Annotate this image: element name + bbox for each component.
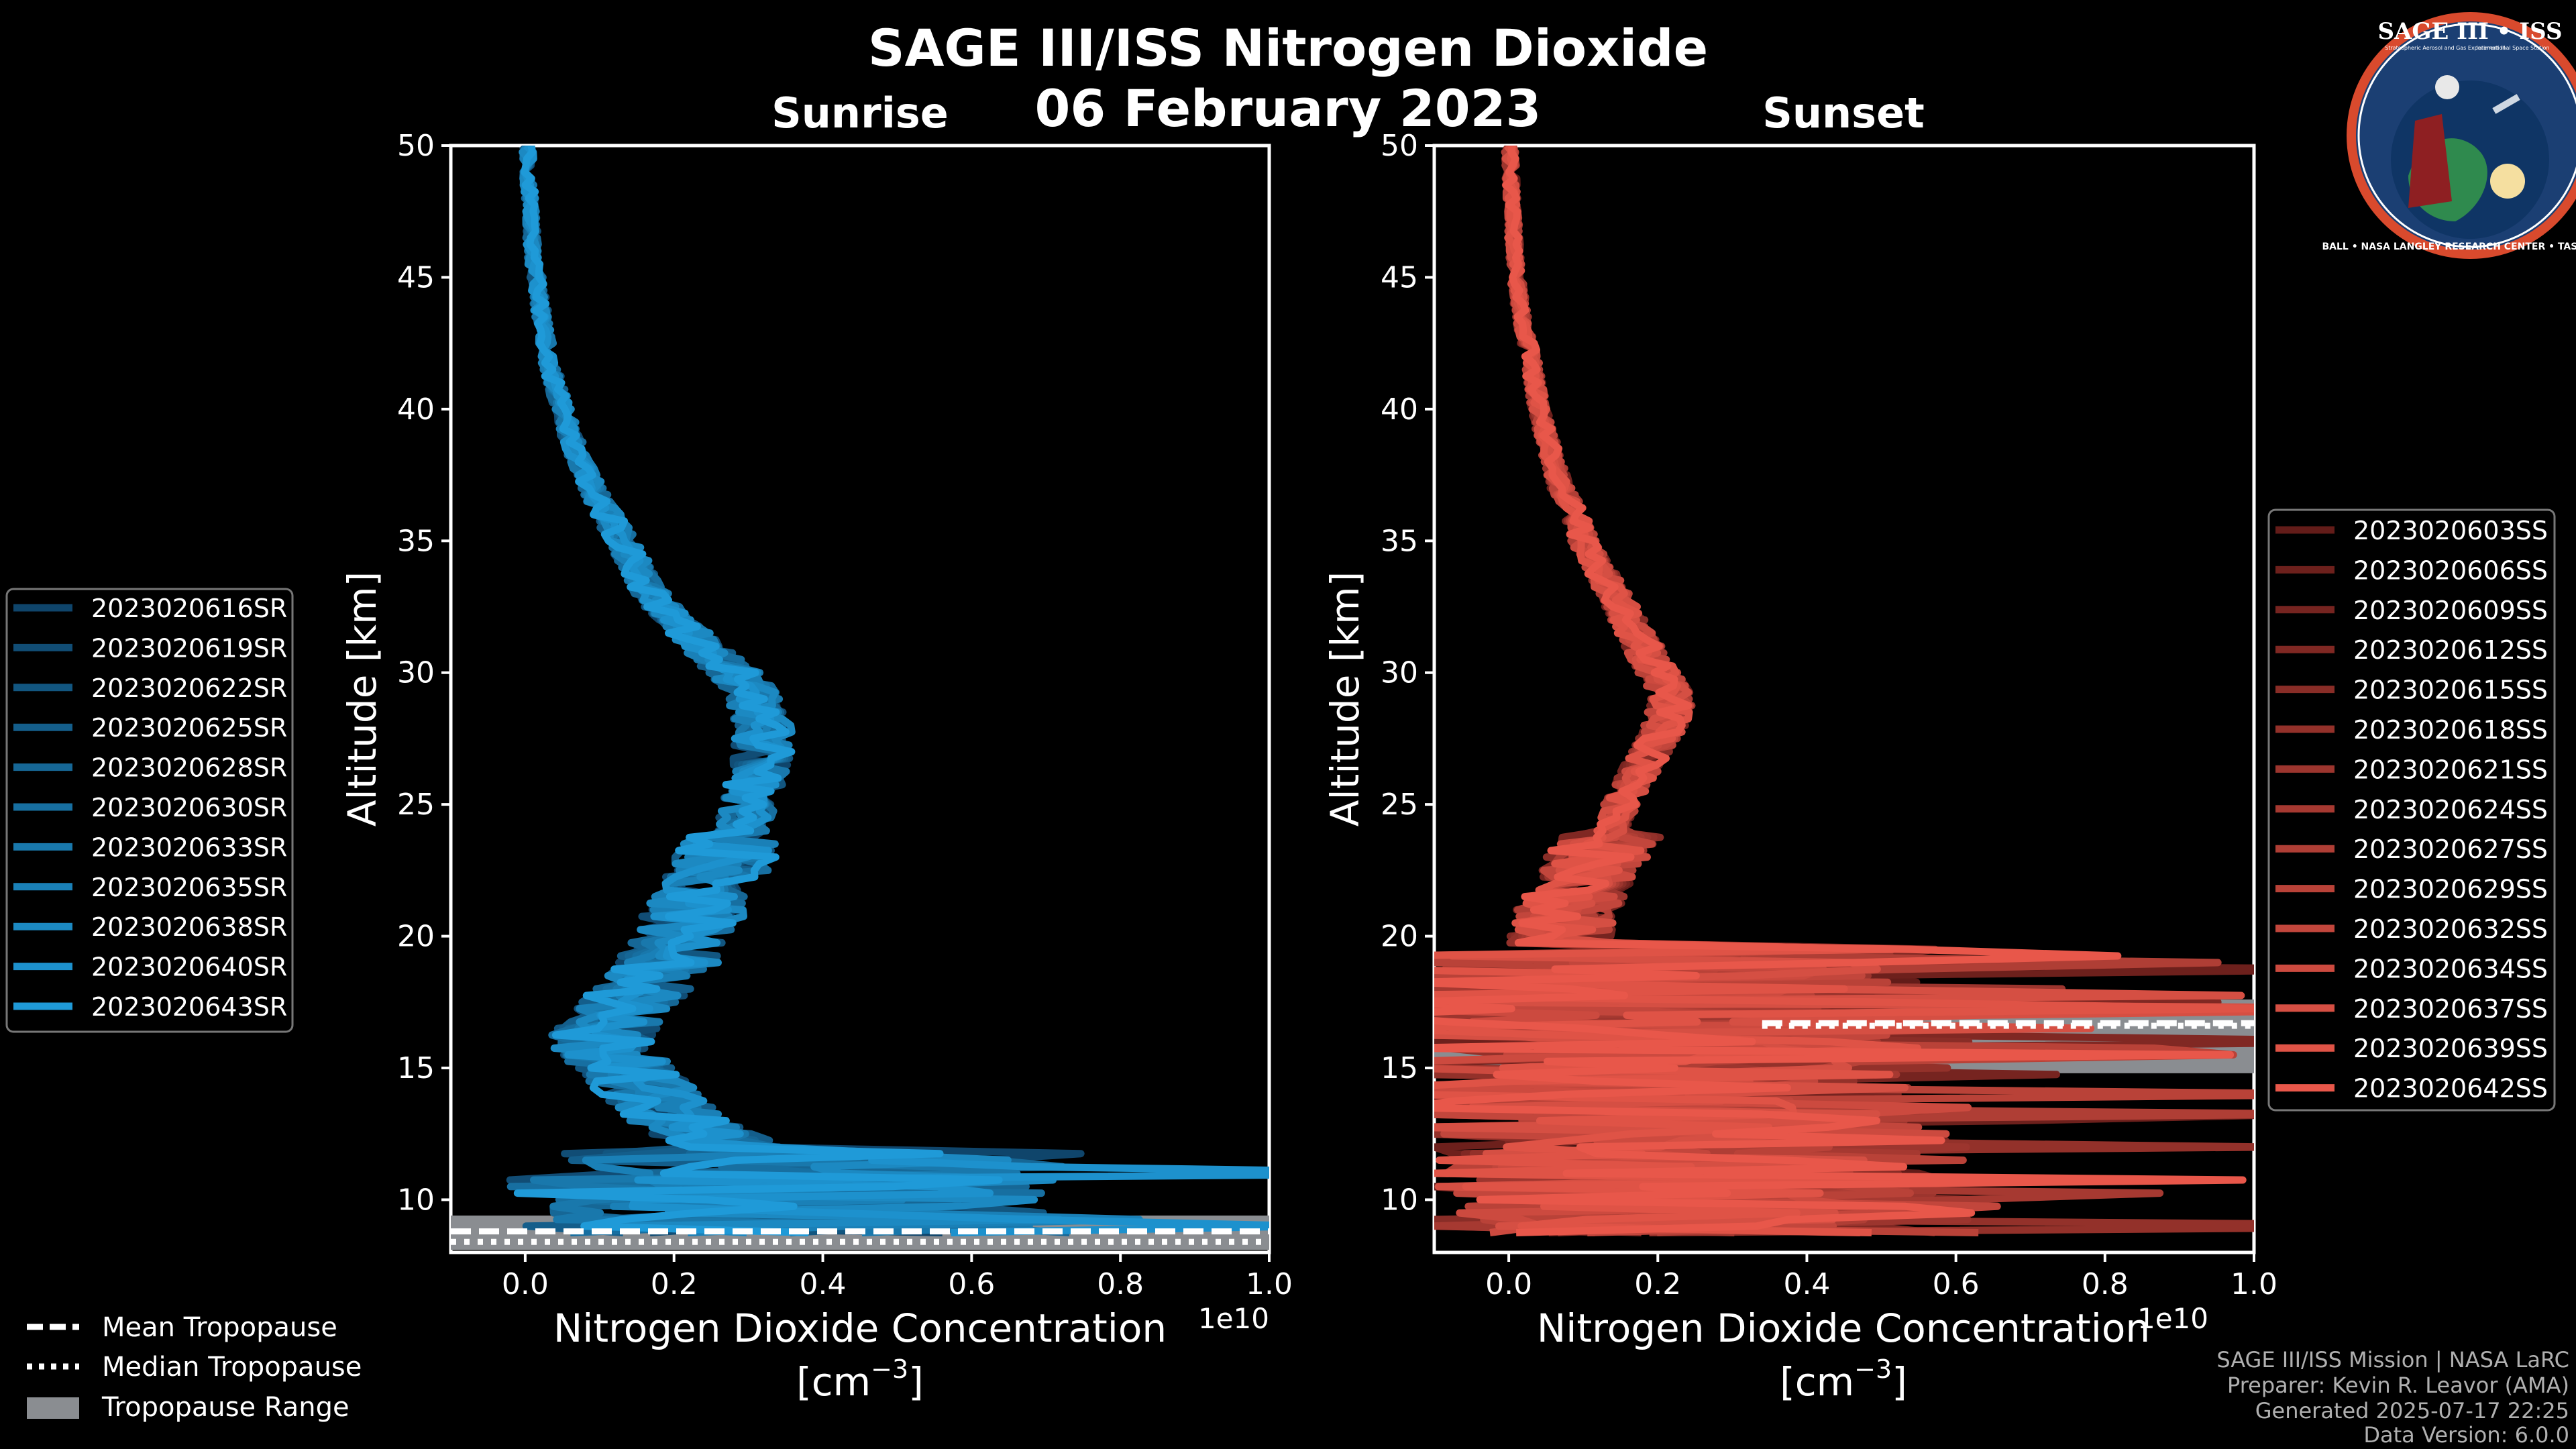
- sunset-xtick-label: 0.4: [1783, 1267, 1830, 1301]
- sunrise-xtick-label: 0.6: [948, 1267, 995, 1301]
- sunset-xlabel: Nitrogen Dioxide Concentration: [1537, 1305, 2150, 1351]
- sunrise-ytick-label: 40: [397, 392, 435, 427]
- sunrise-ytick-label: 50: [397, 129, 435, 163]
- sunset-legend: 2023020603SS 2023020606SS 2023020609SS 2023…: [2267, 508, 2556, 1112]
- sunrise-xtick-label: 1.0: [1246, 1267, 1293, 1301]
- sunset-ytick-label: 45: [1381, 260, 1418, 294]
- sunset-ytick-label: 20: [1381, 920, 1418, 954]
- figure-title: SAGE III/ISS Nitrogen Dioxide: [868, 18, 1708, 78]
- sunrise-ytick-label: 20: [397, 920, 435, 954]
- sunset-legend-label: 2023020612SS: [2353, 635, 2548, 665]
- sunset-legend-label: 2023020606SS: [2353, 555, 2548, 585]
- sunrise-ytick-label: 25: [397, 788, 435, 822]
- sunset-offset-label: 1e10: [2137, 1302, 2208, 1335]
- sunset-xtick-label: 1.0: [2231, 1267, 2277, 1301]
- sunrise-legend-label: 2023020643SR: [91, 992, 287, 1022]
- sunset-ytick-label: 25: [1381, 788, 1418, 822]
- sunrise-ytick-label: 10: [397, 1183, 435, 1217]
- sunset-ylabel: Altitude [km]: [1322, 572, 1368, 826]
- sunrise-profile-2023020643SR: [513, 146, 1003, 1236]
- astronomer-icon: [2408, 114, 2452, 208]
- footer-line-4: Data Version: 6.0.0: [2363, 1422, 2569, 1448]
- sunrise-legend-label: 2023020638SR: [91, 912, 287, 942]
- mission-logo: SAGE III • ISS Stratospheric Aerosol and…: [2322, 12, 2576, 259]
- sunrise-legend-label: 2023020630SR: [91, 793, 287, 822]
- sunrise-legend: 2023020616SR 2023020619SR 2023020622SR 2023…: [5, 588, 294, 1033]
- sunrise-xtick-label: 0.0: [502, 1267, 549, 1301]
- footer: SAGE III/ISS Mission | NASA LaRC Prepare…: [2216, 1347, 2569, 1448]
- tropopause-legend: Mean Tropopause Median Tropopause Tropop…: [27, 1312, 362, 1423]
- sunset-ytick-label: 10: [1381, 1183, 1418, 1217]
- sunrise-legend-label: 2023020619SR: [91, 633, 287, 663]
- sunset-legend-label: 2023020618SS: [2353, 715, 2548, 745]
- sunrise-plot: 0.0 0.2 0.4 0.6 0.8 1.0 10 15 20 25 30 35 40 45 50: [397, 129, 1293, 1301]
- sunset-legend-label: 2023020621SS: [2353, 755, 2548, 784]
- mean-tropopause-label: Mean Tropopause: [102, 1312, 337, 1343]
- sunrise-ylabel: Altitude [km]: [339, 572, 385, 826]
- sunrise-ytick-label: 15: [397, 1051, 435, 1085]
- sun-icon: [2490, 164, 2525, 199]
- sunset-plot: 0.0 0.2 0.4 0.6 0.8 1.0 10 15 20 25 30 35 40 45 50: [1381, 129, 2277, 1301]
- tropopause-range-swatch: [27, 1397, 79, 1419]
- sunrise-legend-label: 2023020635SR: [91, 873, 287, 902]
- sunset-legend-label: 2023020639SS: [2353, 1034, 2548, 1063]
- sunrise-plot-area: [449, 144, 1271, 1254]
- sunset-legend-label: 2023020642SS: [2353, 1074, 2548, 1104]
- sunrise-ytick-label: 35: [397, 524, 435, 558]
- sunrise-xtick-label: 0.2: [651, 1267, 698, 1301]
- sunset-xtick-label: 0.6: [1933, 1267, 1980, 1301]
- sunrise-xunit: [cm−3]: [796, 1354, 924, 1405]
- sunrise-ytick-label: 45: [397, 260, 435, 294]
- sunrise-xtick-label: 0.4: [800, 1267, 847, 1301]
- sunrise-panel-title: Sunrise: [771, 89, 949, 138]
- footer-line-1: SAGE III/ISS Mission | NASA LaRC: [2216, 1347, 2569, 1373]
- sunset-xtick-label: 0.8: [2082, 1267, 2129, 1301]
- logo-title: SAGE III • ISS: [2377, 18, 2562, 45]
- sunrise-ytick-label: 30: [397, 656, 435, 690]
- sunset-xunit: [cm−3]: [1780, 1354, 1907, 1405]
- sunset-legend-label: 2023020603SS: [2353, 516, 2548, 545]
- logo-ring-text: BALL • NASA LANGLEY RESEARCH CENTER • TA…: [2322, 241, 2576, 252]
- sunrise-legend-label: 2023020622SR: [91, 674, 287, 703]
- sunrise-legend-label: 2023020640SR: [91, 953, 287, 982]
- sunrise-legend-label: 2023020633SR: [91, 833, 287, 862]
- median-tropopause-label: Median Tropopause: [102, 1352, 362, 1383]
- sunset-legend-label: 2023020629SS: [2353, 875, 2548, 904]
- sunset-ytick-label: 50: [1381, 129, 1418, 163]
- iss-icon: [2492, 94, 2520, 114]
- sunset-legend-label: 2023020632SS: [2353, 914, 2548, 944]
- tropopause-range-label: Tropopause Range: [101, 1392, 350, 1423]
- sunset-legend-label: 2023020627SS: [2353, 835, 2548, 864]
- sunset-legend-label: 2023020615SS: [2353, 676, 2548, 705]
- sunrise-xtick-label: 0.8: [1097, 1267, 1144, 1301]
- sunset-ytick-label: 15: [1381, 1051, 1418, 1085]
- sunrise-legend-label: 2023020625SR: [91, 713, 287, 743]
- logo-subtitle-left: Stratospheric Aerosol and Gas Experiment…: [2385, 45, 2505, 51]
- sunset-xtick-label: 0.2: [1634, 1267, 1681, 1301]
- sunset-ytick-label: 40: [1381, 392, 1418, 427]
- sunset-legend-label: 2023020609SS: [2353, 596, 2548, 625]
- sunset-legend-label: 2023020634SS: [2353, 954, 2548, 983]
- sunset-ytick-label: 30: [1381, 656, 1418, 690]
- sunset-legend-label: 2023020637SS: [2353, 994, 2548, 1024]
- sunrise-legend-label: 2023020628SR: [91, 753, 287, 783]
- footer-line-3: Generated 2025-07-17 22:25: [2255, 1398, 2569, 1424]
- sunset-xtick-label: 0.0: [1485, 1267, 1532, 1301]
- sunset-panel-title: Sunset: [1762, 89, 1925, 138]
- figure-date: 06 February 2023: [1035, 78, 1542, 138]
- sunset-profile-2023020642SS: [1434, 146, 2247, 1236]
- sunset-legend-label: 2023020624SS: [2353, 795, 2548, 824]
- sunrise-legend-label: 2023020616SR: [91, 594, 287, 623]
- footer-line-2: Preparer: Kevin R. Leavor (AMA): [2227, 1373, 2569, 1398]
- sunset-ytick-label: 35: [1381, 524, 1418, 558]
- logo-subtitle-right: International Space Station: [2477, 45, 2550, 51]
- sunrise-offset-label: 1e10: [1198, 1302, 1269, 1335]
- moon-icon: [2435, 75, 2459, 99]
- sunrise-xlabel: Nitrogen Dioxide Concentration: [553, 1305, 1167, 1351]
